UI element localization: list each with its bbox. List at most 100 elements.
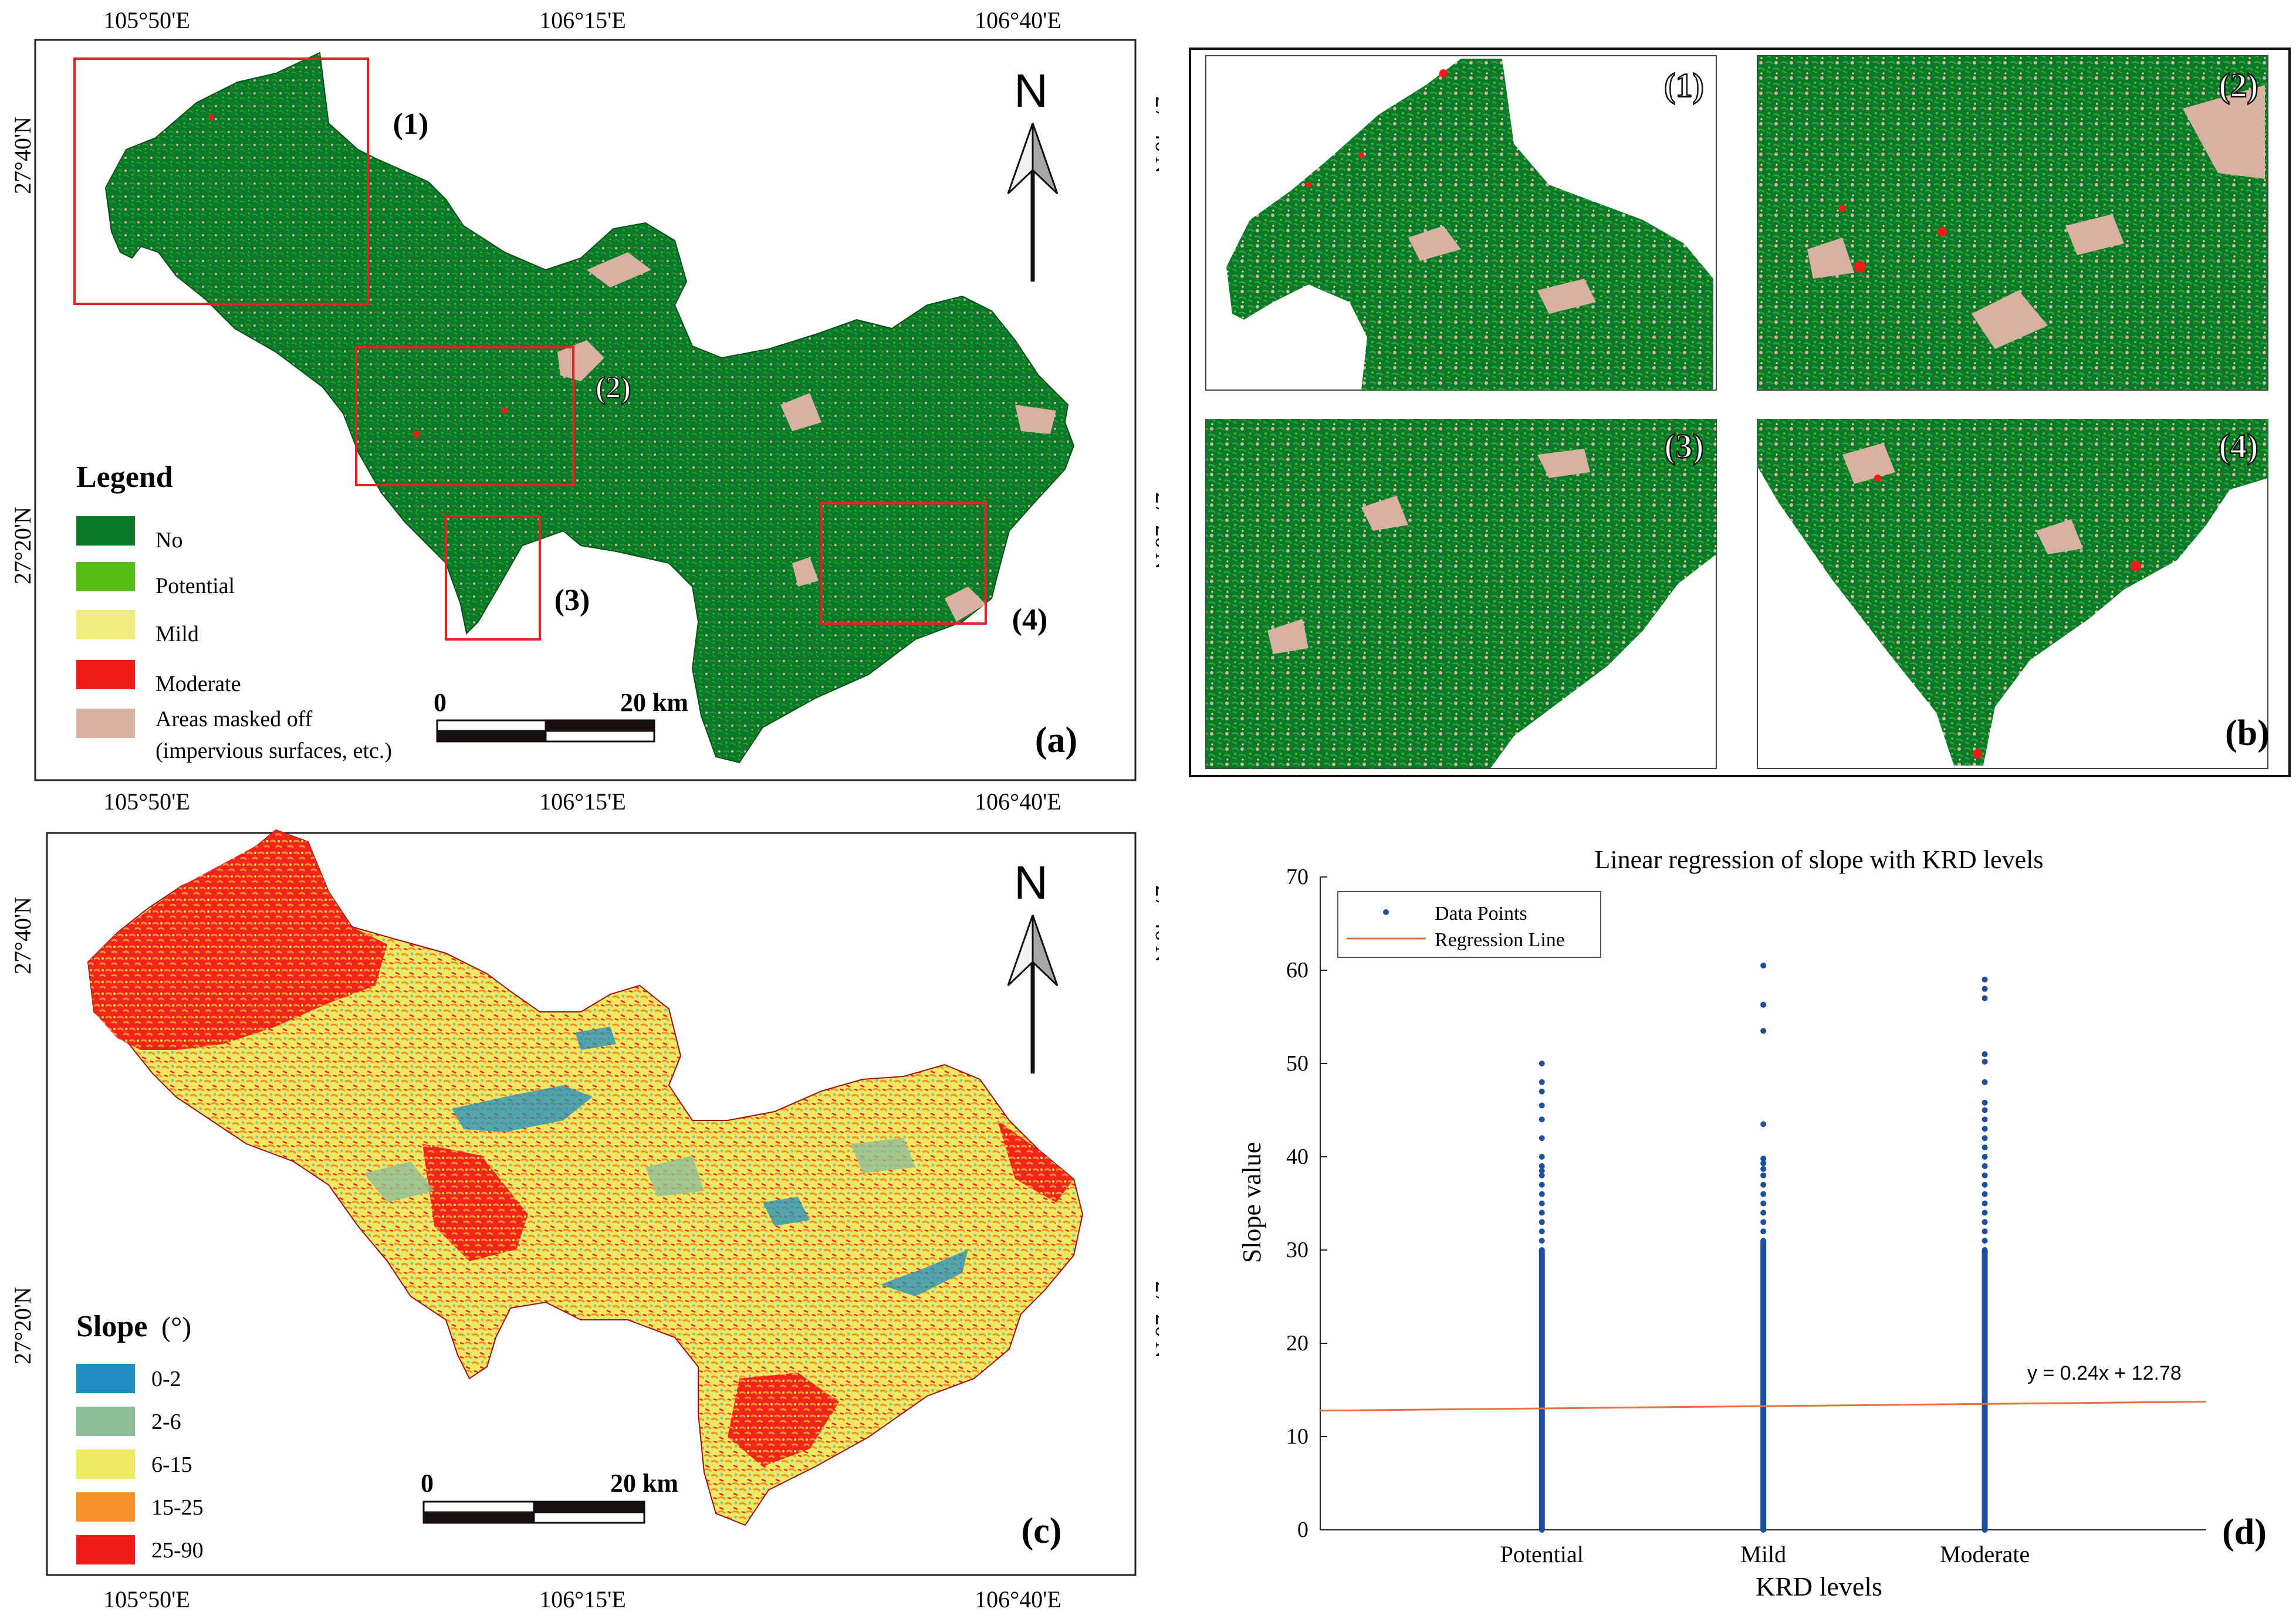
chart-title: Linear regression of slope with KRD leve… [1595, 845, 2044, 874]
map-c-region [87, 829, 1084, 1526]
legend-c-swatches [76, 1364, 135, 1564]
legend-swatch-moderate [76, 660, 135, 689]
legend-a-label-potential: Potential [155, 574, 235, 598]
data-point [1538, 1210, 1545, 1216]
data-point [1760, 1156, 1767, 1162]
panel-b-svg: (1) (2) (3) (4) (b) [1189, 48, 2291, 777]
data-point [1981, 1238, 1988, 1244]
y-tick-label: 20 [1286, 1331, 1308, 1356]
legend-a-label-mild: Mild [155, 622, 199, 646]
region-box-2 [355, 346, 574, 486]
legend-a-title: Legend [76, 460, 173, 494]
legend-swatch-0-2 [76, 1364, 135, 1393]
legend-entry-points: Data Points [1435, 903, 1527, 924]
y-tick-label: 50 [1286, 1051, 1308, 1076]
region-label-1: (1) [393, 107, 429, 141]
data-point [1538, 1172, 1545, 1178]
legend-swatch-6-15 [76, 1449, 135, 1479]
legend-swatch-15-25 [76, 1492, 135, 1522]
data-point [1760, 1210, 1767, 1216]
data-point [1981, 1163, 1988, 1169]
y-tick-label: 70 [1286, 865, 1308, 889]
data-point [1538, 1102, 1545, 1109]
legend-a-swatches [76, 516, 135, 738]
x-tick-label: Mild [1740, 1541, 1786, 1567]
scale-a-start: 0 [434, 688, 447, 717]
legend-c-label-6-15: 6-15 [151, 1452, 192, 1477]
map-a-moderate-patches [208, 114, 508, 438]
data-point [1981, 1144, 1988, 1151]
inset-label-1: (1) [1664, 66, 1704, 104]
legend-swatch-mild [76, 610, 135, 639]
inset-3 [1205, 419, 1717, 769]
data-point [1760, 1166, 1767, 1172]
coord-left-2: 27°20'N [9, 507, 36, 584]
data-point [1538, 1200, 1545, 1207]
data-point [1981, 1116, 1988, 1123]
data-point [1538, 1079, 1545, 1085]
legend-marker-points [1383, 909, 1389, 915]
map-a-region [104, 52, 1075, 764]
scale-bar-c [422, 1501, 645, 1524]
legend-a-label-masked-note: (impervious surfaces, etc.) [155, 739, 392, 763]
data-point [1538, 1135, 1545, 1142]
coord-right-2: 27°20'N [1151, 492, 1159, 570]
north-arrow-icon-a [1007, 123, 1059, 282]
coord-left-1: 27°40'N [9, 117, 36, 194]
legend-a-label-no: No [155, 528, 182, 553]
c-coord-bottom-2: 106°15'E [539, 1586, 626, 1613]
data-point [1981, 1181, 1988, 1188]
chart-legend: Data Points Regression Line [1337, 891, 1601, 958]
panel-a: 105°50'E 106°15'E 106°40'E 27°40'N 27°20… [0, 0, 1159, 792]
y-tick-label: 0 [1297, 1518, 1308, 1542]
data-point [1981, 1172, 1988, 1178]
legend-swatch-potential [76, 562, 135, 591]
data-point [1760, 1228, 1767, 1235]
c-coord-right-1: 27°40'N [1151, 885, 1159, 963]
legend-entry-line: Regression Line [1435, 929, 1565, 951]
panel-d-tag: (d) [2222, 1512, 2267, 1552]
legend-swatch-25-90 [76, 1535, 135, 1564]
inset-label-2: (2) [2219, 66, 2258, 104]
legend-c-title: Slope [76, 1310, 147, 1343]
data-point [1760, 1121, 1767, 1127]
region-box-4 [820, 502, 987, 625]
data-point [1538, 1163, 1545, 1169]
data-point [1538, 1116, 1545, 1123]
data-point [1981, 1200, 1988, 1207]
region-label-3: (3) [554, 584, 590, 617]
data-point [1981, 976, 1988, 983]
region-box-1 [73, 57, 369, 305]
c-coord-top-1: 105°50'E [103, 792, 190, 815]
data-point [1538, 1154, 1545, 1160]
inset-2 [1757, 55, 2268, 391]
data-point [1760, 1172, 1767, 1178]
scale-bar-a [436, 719, 655, 743]
data-points [1538, 963, 1988, 1533]
legend-c-label-0-2: 0-2 [151, 1367, 181, 1391]
c-coord-left-2: 27°20'N [9, 1287, 36, 1364]
data-point [1981, 995, 1988, 1001]
data-point [1981, 1135, 1988, 1142]
data-point [1760, 1181, 1767, 1188]
c-coord-right-2: 27°20'N [1151, 1281, 1159, 1359]
inset-4 [1757, 419, 2268, 769]
data-point [1538, 1191, 1545, 1197]
legend-c-unit: (°) [161, 1312, 191, 1343]
data-point [1760, 1160, 1767, 1167]
data-point [1981, 1058, 1988, 1065]
data-point [1538, 1167, 1545, 1174]
data-point [1538, 1088, 1545, 1095]
data-point [1538, 1061, 1545, 1066]
regression-series [1320, 1401, 2207, 1412]
data-point [1981, 1154, 1988, 1160]
inset-label-4: (4) [2219, 427, 2258, 465]
legend-swatch-2-6 [76, 1407, 135, 1436]
panel-b-tag: (b) [2225, 713, 2270, 753]
legend-c-label-2-6: 2-6 [151, 1410, 181, 1434]
data-point [1981, 1126, 1988, 1132]
inset-label-3: (3) [1664, 427, 1704, 465]
scale-c-start: 0 [421, 1469, 434, 1498]
data-point [1538, 1228, 1545, 1235]
panel-a-tag: (a) [1035, 720, 1077, 760]
